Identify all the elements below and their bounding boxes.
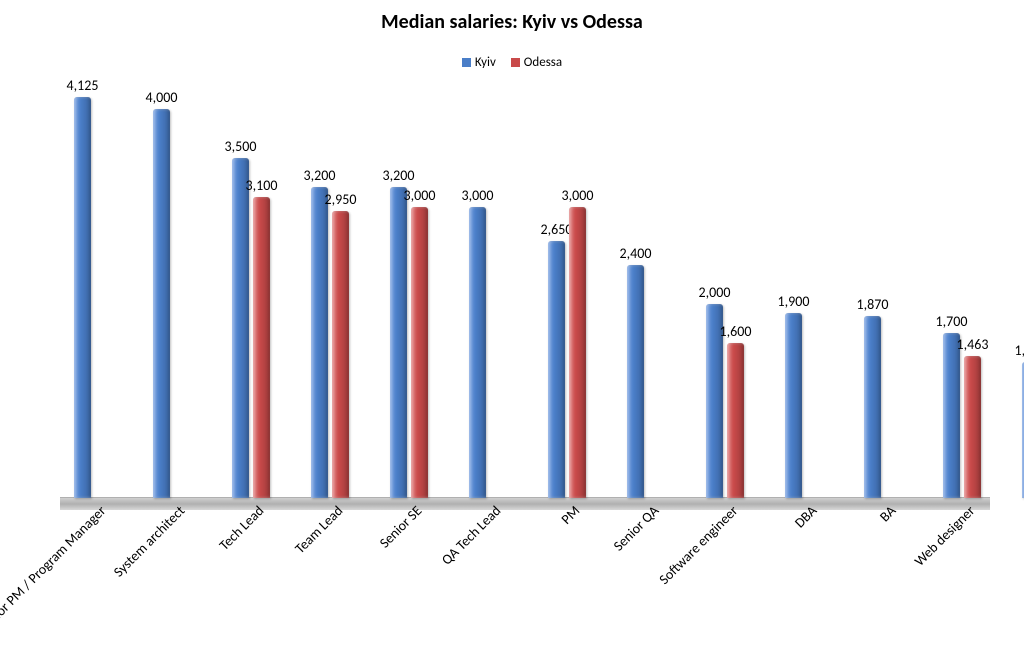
x-axis-label: Web designer (911, 502, 978, 569)
legend-item-odessa: Odessa (511, 55, 562, 70)
bar-odessa (569, 207, 586, 498)
bar-odessa (332, 211, 349, 498)
bar-odessa (964, 356, 981, 498)
bar-odessa (727, 343, 744, 498)
bar-value-label: 3,500 (211, 138, 271, 155)
bar-kyiv (469, 207, 486, 498)
legend-label-odessa: Odessa (524, 55, 562, 70)
chart-floor (60, 497, 990, 510)
bar-value-label: 2,400 (606, 245, 666, 262)
bar-kyiv (943, 333, 960, 498)
category-group: 1,900DBA (785, 90, 823, 498)
bar-kyiv (785, 313, 802, 498)
bar-value-label: 3,000 (548, 187, 608, 204)
bar-kyiv (153, 109, 170, 498)
legend-swatch-odessa (511, 58, 520, 67)
bar-value-label: 4,125 (53, 77, 113, 94)
x-axis-label: Senior PM / Program Manager (0, 502, 109, 636)
legend-swatch-kyiv (462, 58, 471, 67)
chart-title: Median salaries: Kyiv vs Odessa (0, 10, 1024, 34)
category-group: 1,7001,463Web designer (943, 90, 981, 498)
bar-kyiv (864, 316, 881, 498)
bar-kyiv (311, 187, 328, 498)
bar-kyiv (232, 158, 249, 498)
category-group: 4,000System architect (153, 90, 191, 498)
category-group: 2,400Senior QA (627, 90, 665, 498)
legend-item-kyiv: Kyiv (462, 55, 496, 70)
bar-value-label: 1,463 (943, 336, 1003, 353)
category-group: 3,5003,100Tech Lead (232, 90, 270, 498)
plot-area: 4,125Senior PM / Program Manager 4,000Sys… (60, 90, 990, 510)
bar-value-label: 3,000 (390, 187, 450, 204)
bar-odessa (253, 197, 270, 498)
bar-value-label: 3,000 (448, 187, 508, 204)
bar-kyiv (548, 241, 565, 498)
category-group: 3,2003,000Senior SE (390, 90, 428, 498)
chart-legend: Kyiv Odessa (0, 55, 1024, 71)
x-axis-label: Senior QA (610, 502, 662, 554)
x-axis-label: System architect (110, 502, 188, 580)
legend-label-kyiv: Kyiv (475, 55, 496, 70)
bar-value-label: 3,100 (232, 177, 292, 194)
x-axis-label: Team Lead (291, 502, 346, 557)
bar-value-label: 2,950 (311, 191, 371, 208)
bar-kyiv (390, 187, 407, 498)
bar-value-label: 1,600 (706, 323, 766, 340)
category-group: 4,125Senior PM / Program Manager (74, 90, 112, 498)
category-group: 2,0001,600Software engineer (706, 90, 744, 498)
category-group: 1,870BA (864, 90, 902, 498)
bar-value-label: 1,400 (1001, 342, 1024, 359)
salary-chart: Median salaries: Kyiv vs Odessa Kyiv Ode… (0, 0, 1024, 652)
bar-kyiv (627, 265, 644, 498)
category-group: 3,000QA Tech Lead (469, 90, 507, 498)
bar-value-label: 1,700 (922, 313, 982, 330)
category-group: 2,6503,000PM (548, 90, 586, 498)
bar-value-label: 3,200 (290, 167, 350, 184)
x-axis-label: Software engineer (656, 502, 742, 588)
bar-value-label: 2,000 (685, 284, 745, 301)
bar-odessa (411, 207, 428, 498)
bar-value-label: 1,900 (764, 293, 824, 310)
x-axis-label: QA Tech Lead (438, 502, 504, 568)
bar-value-label: 1,870 (843, 296, 903, 313)
bar-kyiv (74, 97, 91, 498)
bar-value-label: 3,200 (369, 167, 429, 184)
bar-value-label: 4,000 (132, 89, 192, 106)
category-group: 3,2002,950Team Lead (311, 90, 349, 498)
